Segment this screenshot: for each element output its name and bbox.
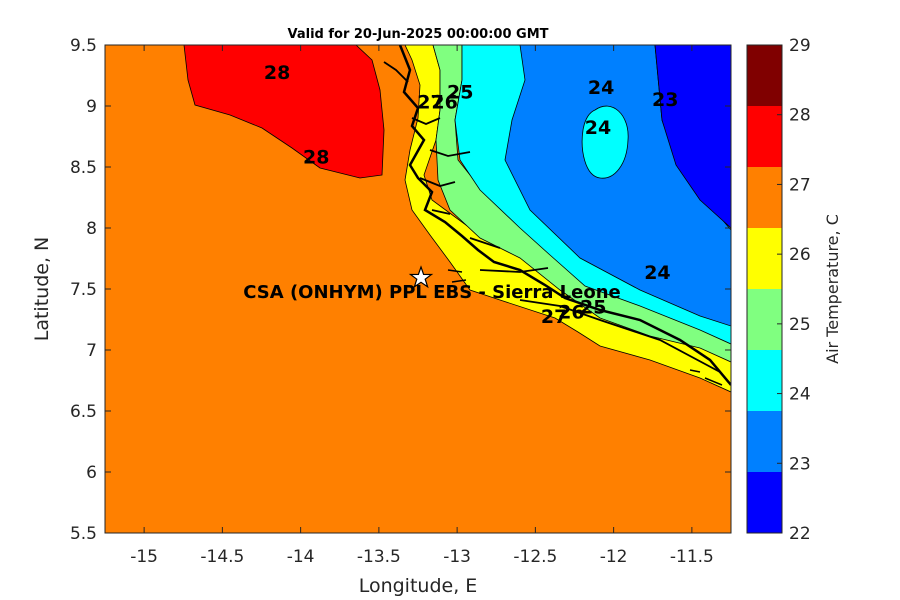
map-title: Valid for 20-Jun-2025 00:00:00 GMT <box>288 27 549 42</box>
colorbar-block-21-22 <box>747 472 782 533</box>
x-tick-label: -14.5 <box>200 547 244 567</box>
contour-label: 28 <box>303 146 329 168</box>
colorbar-frame <box>746 44 783 534</box>
y-axis-label: Latitude, N <box>31 237 53 342</box>
y-tick-label: 8.5 <box>70 158 97 178</box>
contour-label: 25 <box>447 82 473 104</box>
contour-label: 27 <box>417 91 443 113</box>
y-tick-label: 7 <box>86 341 97 361</box>
colorbar-block-25-26 <box>747 228 782 289</box>
contour-label: 24 <box>585 117 611 139</box>
y-tick-label: 7.5 <box>70 280 97 300</box>
contour-label: 26 <box>431 91 457 113</box>
colorbar-tick-label: 23 <box>789 454 811 474</box>
x-tick-label: -15 <box>130 547 158 567</box>
x-tick-label: -11.5 <box>670 547 714 567</box>
region-25-26 <box>404 45 731 393</box>
contour-label: 24 <box>644 262 670 284</box>
x-axis-label: Longitude, E <box>359 575 478 597</box>
coastline-estuary <box>383 61 721 373</box>
coastline <box>398 45 731 386</box>
colorbar-label: Air Temperature, C <box>823 214 842 364</box>
contour-label: 25 <box>580 296 606 318</box>
x-tick-label: -14 <box>287 547 315 567</box>
star-icon <box>408 265 434 289</box>
y-tick-label: 8 <box>86 219 97 239</box>
colorbar-block-22-23 <box>747 411 782 472</box>
x-axis: -15 -14.5 -14 -13.5 -13 -12.5 -12 -11.5 Longitu… <box>130 45 714 597</box>
y-tick-label: 6 <box>86 463 97 483</box>
contour-label: 24 <box>588 77 614 99</box>
y-tick-label: 9 <box>86 97 97 117</box>
colorbar-tick-label: 26 <box>789 245 811 265</box>
y-axis: 9.5 9 8.5 8 7.5 7 6.5 6 5.5 Latitude, N <box>31 36 731 544</box>
x-tick-label: -13.5 <box>357 547 401 567</box>
colorbar-tick-label: 22 <box>789 524 811 544</box>
colorbar-block-23-24 <box>747 350 782 411</box>
x-tick-label: -12 <box>600 547 628 567</box>
colorbar-tick-label: 29 <box>789 36 811 56</box>
contour-label: 26 <box>558 301 584 323</box>
y-tick-label: 9.5 <box>70 36 97 56</box>
x-tick-label: -12.5 <box>513 547 557 567</box>
contour-label: 27 <box>541 306 567 328</box>
coastline-islands <box>447 269 723 386</box>
y-tick-label: 5.5 <box>70 524 97 544</box>
region-21-22 <box>654 45 731 229</box>
x-tick-label: -13 <box>443 547 471 567</box>
region-23-24-patch <box>581 105 629 179</box>
site-label: CSA (ONHYM) PPL EBS - Sierra Leone <box>243 282 620 303</box>
contour-label: 23 <box>652 89 678 111</box>
colorbar-block-24-25 <box>747 289 782 350</box>
colorbar-block-27-28 <box>747 106 782 167</box>
colorbar-tick-label: 28 <box>789 106 811 126</box>
colorbar-block-26-27 <box>747 167 782 228</box>
colorbar-tick-label: 24 <box>789 385 811 405</box>
region-27-28 <box>183 45 385 179</box>
colorbar-block-28-29 <box>747 45 782 106</box>
colorbar-tick-label: 27 <box>789 175 811 195</box>
colorbar-tick-label: 25 <box>789 315 811 335</box>
colorbar: 29 28 27 26 25 24 23 22 Air Temperature, C <box>746 36 842 544</box>
contour-label: 28 <box>264 62 290 84</box>
y-tick-label: 6.5 <box>70 402 97 422</box>
